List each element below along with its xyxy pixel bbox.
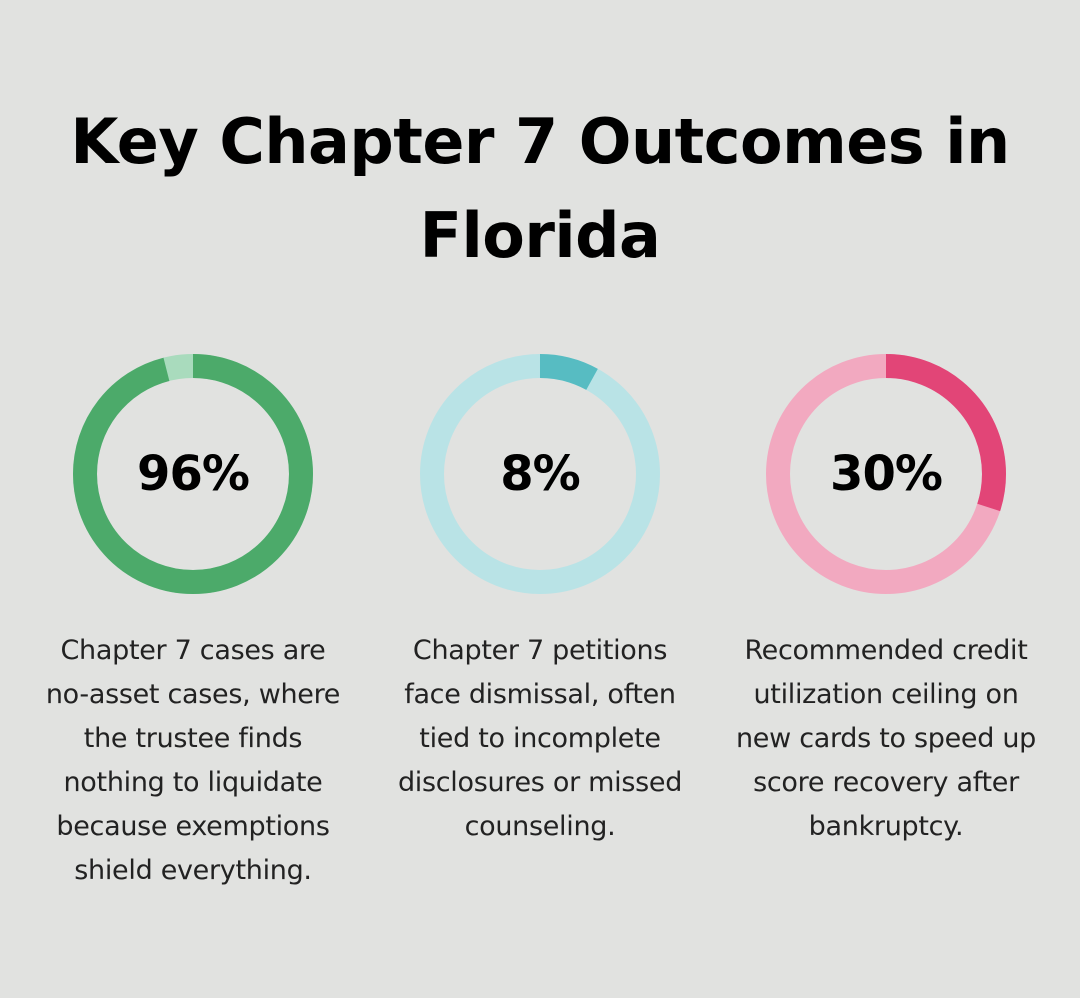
stat-description-2: Chapter 7 petitions face dismissal, ofte…	[397, 635, 683, 842]
donut-svg-1	[73, 354, 313, 594]
stat-description-1: Chapter 7 cases are no-asset cases, wher…	[45, 635, 341, 886]
donut-chart-2: 8%	[419, 353, 661, 595]
donut-value-arc-1	[73, 354, 313, 594]
donut-chart-3: 30%	[765, 353, 1007, 595]
page-title: Key Chapter 7 Outcomes in Florida	[70, 105, 1010, 272]
stat-value-3: 30%	[830, 446, 943, 502]
donut-svg-2	[420, 354, 660, 594]
donut-value-arc-3	[766, 354, 1006, 594]
stat-value-2: 8%	[500, 446, 581, 502]
stat-card-1: 96% Chapter 7 cases are no-asset cases, …	[43, 353, 343, 893]
donut-svg-3	[766, 354, 1006, 594]
stat-card-2: 8% Chapter 7 petitions face dismissal, o…	[390, 353, 690, 849]
donut-chart-1: 96%	[72, 353, 314, 595]
stat-value-1: 96%	[137, 446, 250, 502]
stat-card-3: 30% Recommended credit utilization ceili…	[736, 353, 1036, 849]
stat-description-3: Recommended credit utilization ceiling o…	[736, 635, 1036, 842]
donut-value-arc-2	[420, 354, 660, 594]
